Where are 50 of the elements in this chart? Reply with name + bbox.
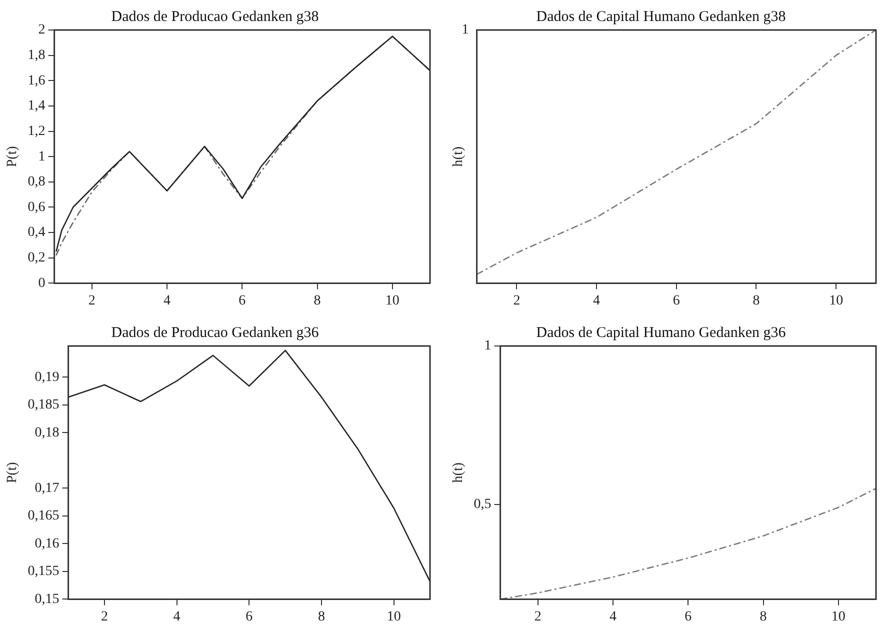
x-tick-label: 10 [831,609,846,624]
y-tick-label: 0,2 [28,250,46,266]
x-tick-label: 8 [314,293,321,308]
y-tick-label: 0,6 [28,200,46,215]
x-tick-label: 4 [593,293,600,308]
y-tick-label: 2 [38,22,46,38]
chart-title: Dados de Producao Gedanken g36 [111,324,320,341]
y-tick-label: 0,19 [34,370,60,385]
x-tick-label: 2 [88,293,96,308]
y-axis-title: P(t) [5,462,20,484]
y-tick-label: 0,165 [28,508,60,524]
x-tick-label: 6 [684,609,692,624]
y-tick-label: 1 [38,149,46,164]
x-tick-label: 2 [513,293,520,308]
chart-title: Dados de Capital Humano Gedanken g38 [536,8,786,25]
x-tick-label: 10 [385,293,400,308]
y-tick-label: 0 [38,276,46,291]
y-tick-label: 0,155 [28,564,60,580]
y-tick-label: 0,185 [28,398,60,413]
y-tick-label: 0,18 [34,425,60,440]
x-tick-label: 2 [534,609,542,624]
y-tick-label: 0,5 [474,496,492,512]
y-tick-label: 1,4 [28,98,46,114]
x-tick-label: 8 [760,609,767,624]
chart-title: Dados de Capital Humano Gedanken g36 [536,324,786,341]
y-axis-title: h(t) [451,146,466,167]
x-tick-label: 6 [246,609,253,624]
y-tick-label: 0,8 [28,174,46,190]
y-tick-label: 1,8 [28,48,46,63]
y-tick-label: 0,16 [34,536,60,552]
x-tick-label: 6 [672,293,680,308]
x-tick-label: 10 [829,293,844,308]
text: 1 [462,22,469,38]
x-tick-label: 8 [318,609,325,624]
y-tick-label: 1,6 [28,73,46,88]
y-axis-title: P(t) [5,146,20,168]
y-tick-label: 0,15 [34,592,60,607]
x-tick-label: 4 [164,293,171,308]
chart-title: Dados de Producao Gedanken g38 [111,8,319,25]
y-axis-title: h(t) [451,462,466,483]
y-tick-label: 0,4 [28,225,46,240]
line-series [500,488,876,600]
x-tick-label: 10 [386,609,401,624]
x-tick-label: 6 [238,293,246,308]
x-tick-label: 4 [610,609,617,624]
x-tick-label: 4 [173,609,180,624]
x-tick-label: 2 [100,609,108,624]
y-tick-label: 0,17 [34,480,60,496]
x-tick-label: 8 [752,293,760,308]
y-tick-label: 1,2 [28,124,46,139]
